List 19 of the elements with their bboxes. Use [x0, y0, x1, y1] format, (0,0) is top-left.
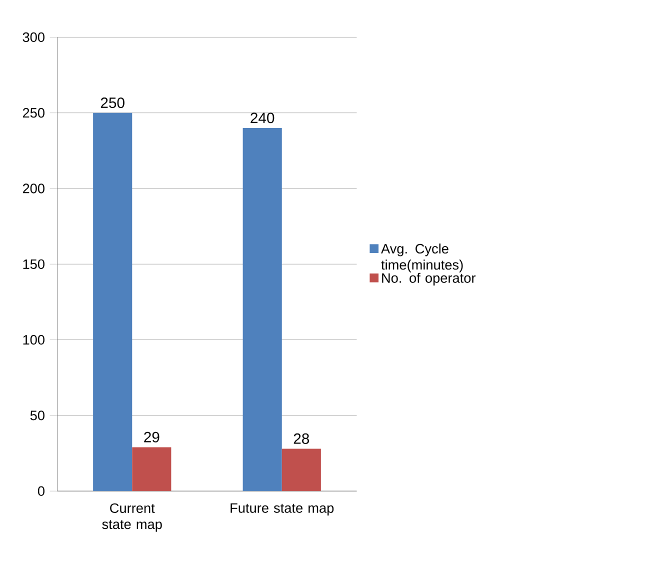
y-tick-label: 0	[38, 486, 44, 496]
bar	[132, 446, 172, 491]
bar	[93, 112, 132, 491]
legend-label: Avg. Cycle time(minutes)	[381, 243, 463, 272]
y-tick-label: 50	[30, 410, 44, 420]
legend-label: No. of operator	[382, 272, 476, 286]
y-tick-label: 200	[22, 183, 44, 194]
y-tick-label: 100	[23, 334, 44, 344]
bar	[282, 448, 321, 491]
data-label: 240	[250, 112, 274, 123]
y-tick-label: 250	[22, 108, 44, 118]
bar	[242, 128, 282, 491]
y-tick-label: 150	[23, 259, 44, 269]
data-label: 250	[100, 97, 124, 108]
data-label: 29	[144, 432, 160, 442]
data-label: 28	[294, 433, 310, 444]
x-tick-label: Current state map	[102, 503, 162, 532]
y-tick-label: 300	[22, 32, 44, 42]
x-tick-label: Future state map	[230, 503, 334, 516]
